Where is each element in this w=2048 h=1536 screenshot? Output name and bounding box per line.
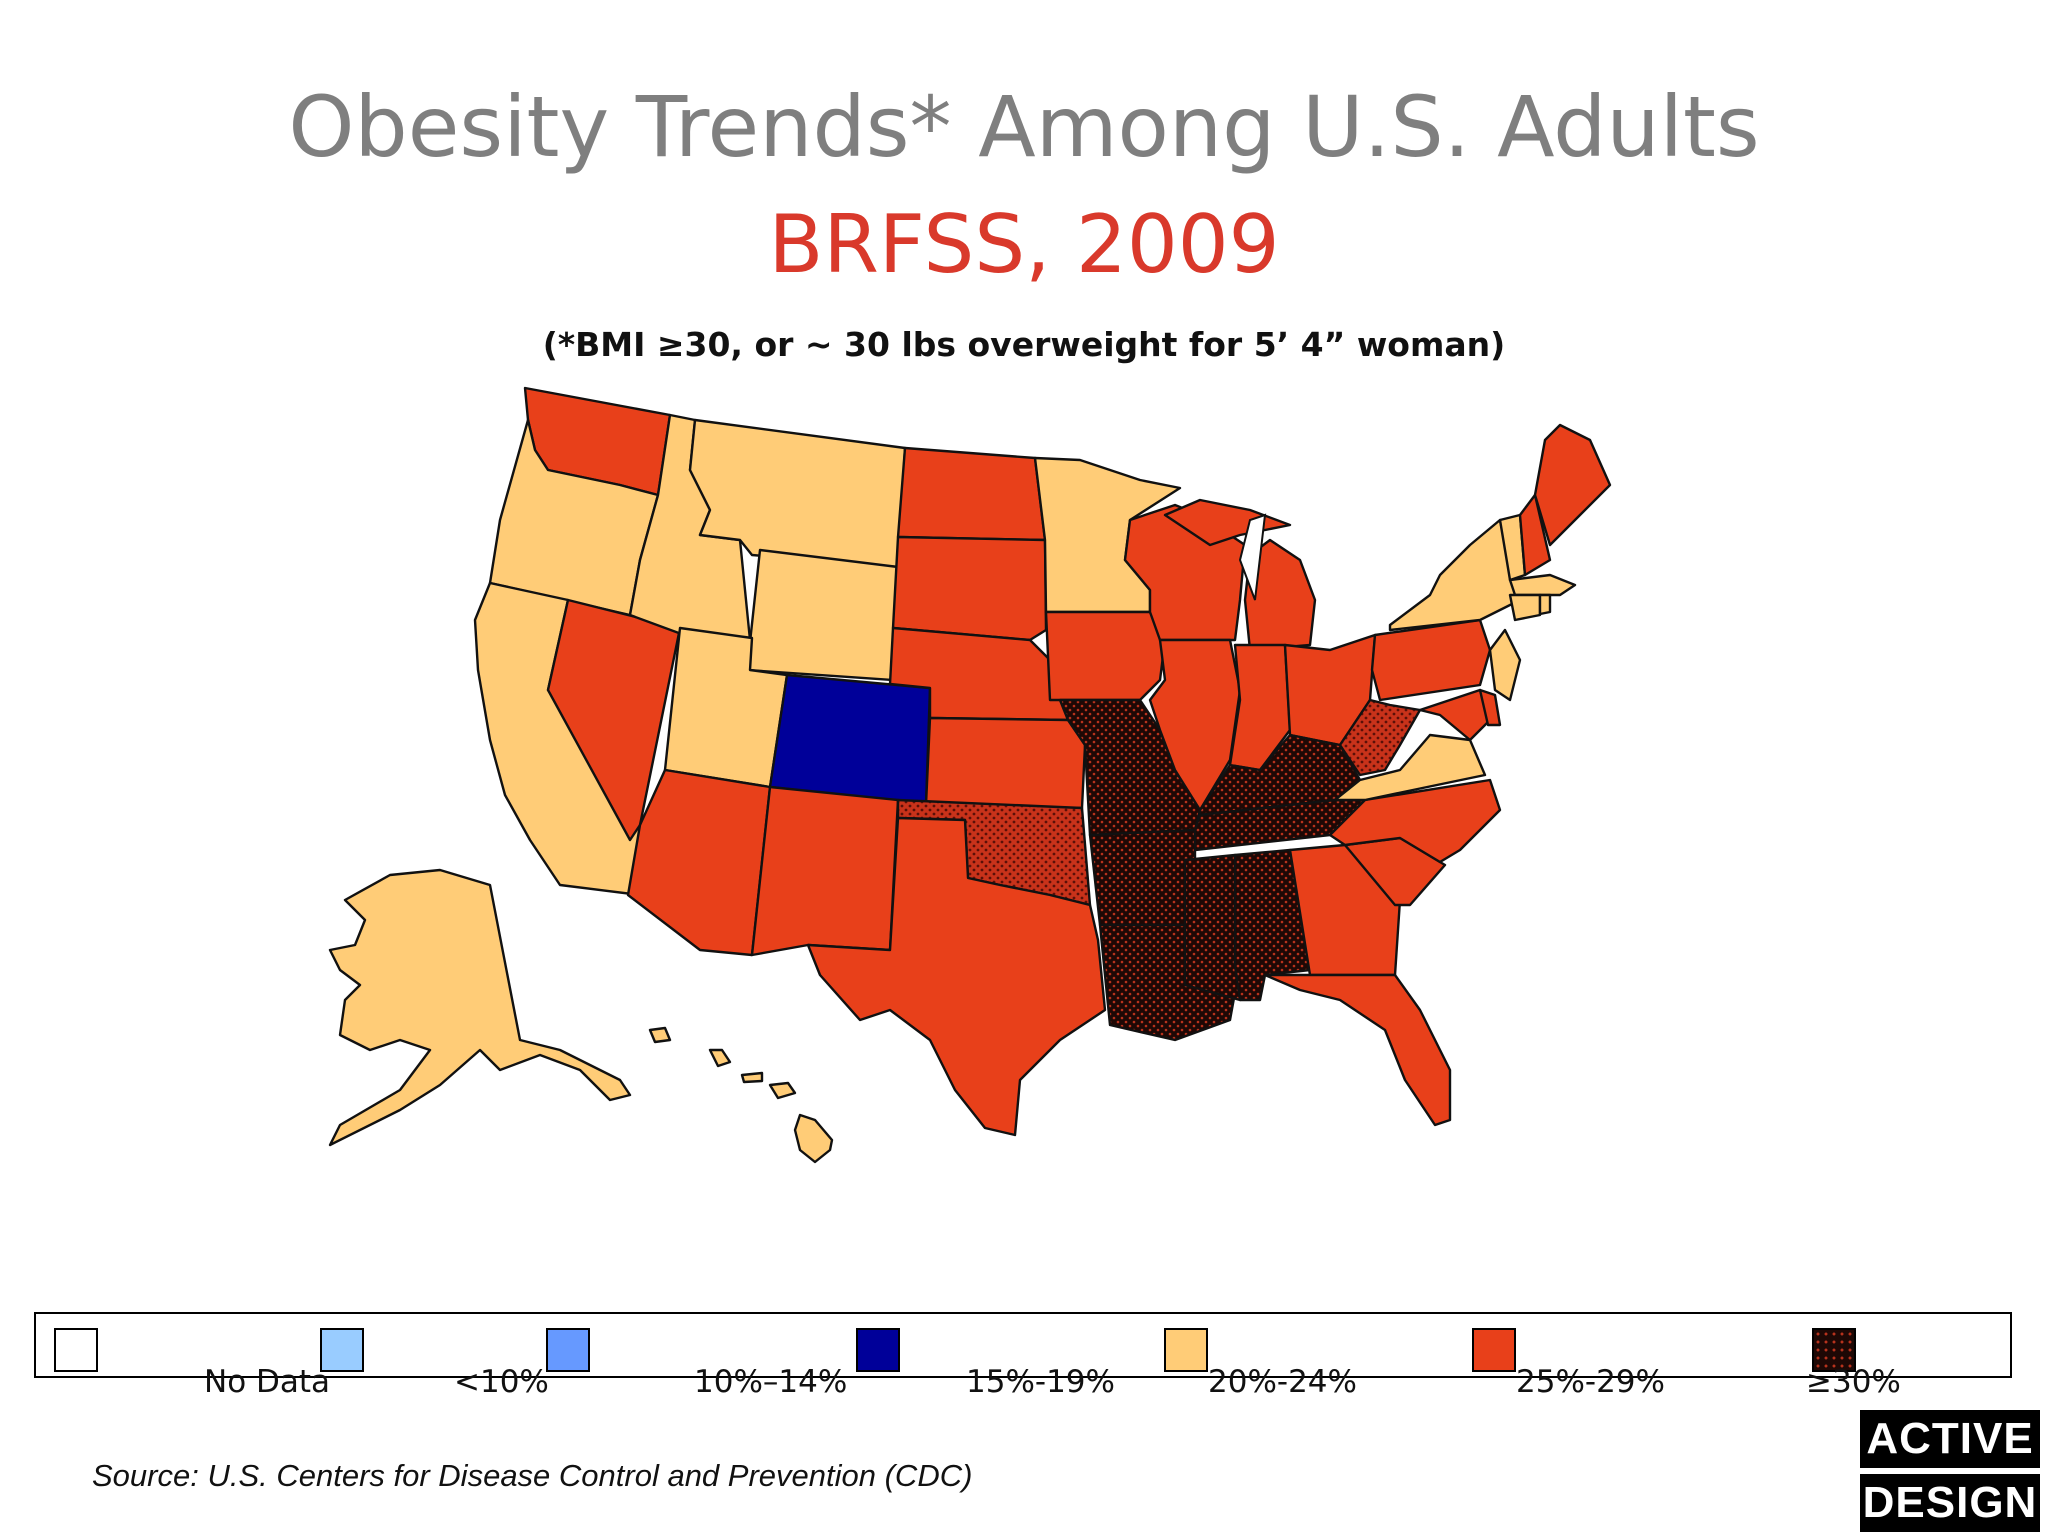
state-hawaii-kauai (648, 1026, 672, 1044)
state-pennsylvania (1370, 618, 1492, 702)
state-massachusetts (1508, 573, 1577, 597)
state-new-jersey (1488, 628, 1522, 702)
state-new-hampshire (1518, 493, 1552, 577)
legend-swatch (1472, 1328, 1516, 1372)
legend-swatch (856, 1328, 900, 1372)
state-arkansas (1088, 828, 1197, 927)
state-alaska (328, 868, 632, 1147)
legend-label: 10%–14% (694, 1364, 848, 1400)
state-south-dakota (891, 535, 1048, 642)
legend-swatch (320, 1328, 364, 1372)
state-virginia (1333, 733, 1487, 802)
bmi-footnote: (*BMI ≥30, or ~ 30 lbs overweight for 5’… (542, 325, 1506, 364)
state-maine (1533, 423, 1612, 547)
map-subtitle: BRFSS, 2009 (768, 198, 1280, 291)
state-florida (1263, 973, 1452, 1127)
legend-label: No Data (204, 1364, 331, 1400)
state-texas (806, 816, 1107, 1137)
legend-swatch (54, 1328, 98, 1372)
state-colorado (768, 673, 932, 807)
state-michigan (1243, 538, 1317, 652)
source-citation: Source: U.S. Centers for Disease Control… (92, 1458, 973, 1493)
state-hawaii-molokai (740, 1071, 764, 1084)
legend-label: ≥30% (1806, 1364, 1901, 1400)
state-maryland (1418, 688, 1492, 742)
logo-line-1: ACTIVE (1866, 1414, 2034, 1463)
legend: No Data <10% 10%–14% 15%-19% 20%-24% 25%… (34, 1312, 2012, 1400)
state-michigan-up (1163, 498, 1292, 547)
state-hawaii-oahu (708, 1048, 732, 1068)
state-hawaii-maui (768, 1081, 797, 1100)
legend-label: 25%-29% (1516, 1364, 1665, 1400)
state-hawaii-big (793, 1113, 834, 1164)
state-north-carolina (1328, 778, 1502, 864)
legend-swatch (1812, 1328, 1856, 1372)
state-north-dakota (896, 446, 1047, 542)
legend-swatch (1164, 1328, 1208, 1372)
state-new-mexico (750, 785, 900, 957)
legend-label: 20%-24% (1208, 1364, 1357, 1400)
state-mississippi (1183, 853, 1242, 1002)
state-rhode-island (1538, 593, 1552, 616)
us-choropleth-map (328, 386, 1612, 1164)
state-arizona (626, 768, 772, 957)
active-design-logo: ACTIVE DESIGN (1860, 1410, 2040, 1532)
state-kansas (924, 716, 1087, 810)
state-wyoming (745, 548, 900, 682)
state-west-virginia (1338, 698, 1422, 777)
map-title: Obesity Trends* Among U.S. Adults (288, 78, 1760, 176)
state-connecticut (1508, 593, 1542, 622)
state-delaware (1478, 688, 1502, 727)
legend-label: <10% (454, 1364, 549, 1400)
state-iowa (1044, 610, 1167, 702)
legend-swatch (546, 1328, 590, 1372)
legend-label: 15%-19% (966, 1364, 1115, 1400)
state-new-york (1388, 518, 1522, 632)
logo-line-2: DESIGN (1860, 1468, 2040, 1532)
